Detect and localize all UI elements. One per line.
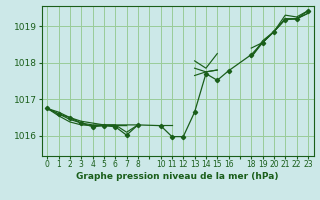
X-axis label: Graphe pression niveau de la mer (hPa): Graphe pression niveau de la mer (hPa) bbox=[76, 172, 279, 181]
